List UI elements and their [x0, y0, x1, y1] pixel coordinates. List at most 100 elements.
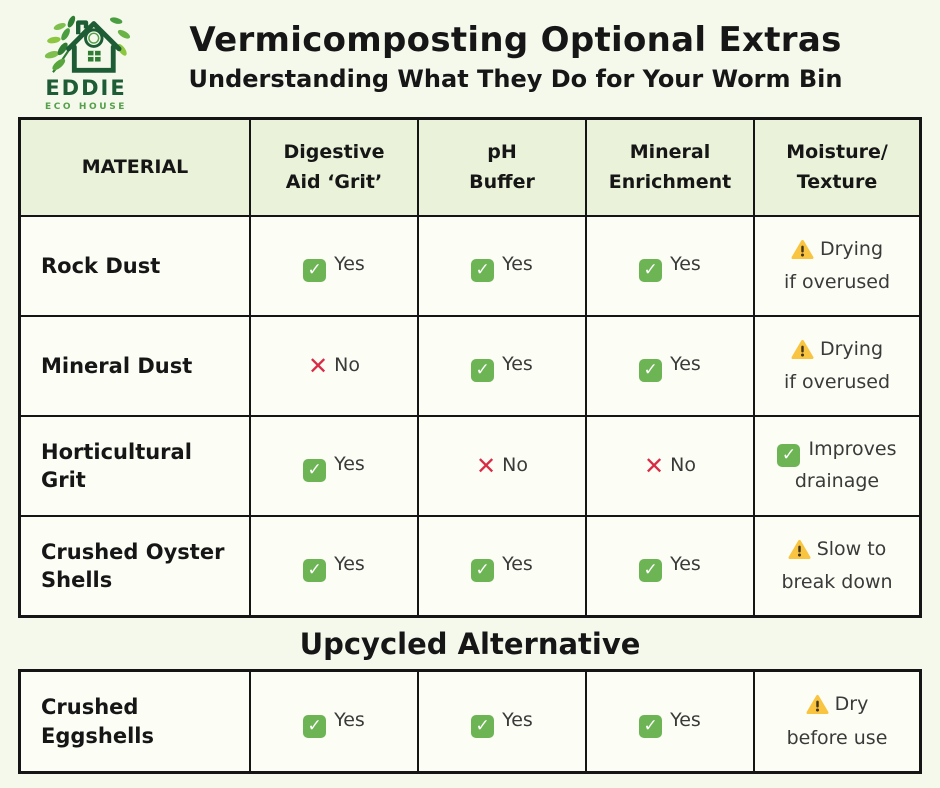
- check-icon: ✓: [777, 444, 801, 468]
- cell-text: Yes: [334, 453, 365, 475]
- cell-text: Slow to break down: [781, 537, 893, 593]
- value-cell: ✓ Yes: [249, 517, 417, 615]
- check-icon: ✓: [471, 359, 495, 382]
- cell-text: Improves drainage: [794, 438, 897, 493]
- cell-text: Yes: [502, 253, 533, 275]
- material-name: Crushed Oyster Shells: [41, 539, 225, 592]
- page-header: EDDIE ECO HOUSE Vermicomposting Optional…: [0, 0, 940, 112]
- value-cell: ✓ Yes: [417, 217, 585, 315]
- brand-logo: EDDIE ECO HOUSE: [26, 8, 146, 112]
- table-row: Horticultural Grit ✓ Yes ✕ No ✕ No ✓ Improves dr…: [21, 415, 919, 515]
- cell-note: ✓ Improves drainage: [755, 435, 919, 496]
- cell-text: Yes: [502, 553, 533, 575]
- value-cell: Dry before use: [753, 672, 919, 771]
- cell-text: Yes: [502, 353, 533, 375]
- column-header: Mineral Enrichment: [585, 120, 753, 215]
- cell-text: Drying if overused: [783, 337, 891, 393]
- column-header: MATERIAL: [81, 155, 189, 178]
- material-name: Crushed Eggshells: [41, 695, 154, 748]
- column-header: Digestive Aid ‘Grit’: [249, 120, 417, 215]
- check-icon: ✓: [303, 459, 327, 482]
- value-cell: ✓ Yes: [585, 317, 753, 415]
- cell-note: Slow to break down: [755, 535, 919, 598]
- value-cell: ✕ No: [417, 417, 585, 515]
- check-icon: ✓: [471, 259, 495, 282]
- cell-text: Yes: [334, 253, 365, 275]
- material-name: Horticultural Grit: [41, 439, 192, 492]
- value-cell: ✓ Yes: [249, 417, 417, 515]
- value-cell: ✓ Yes: [417, 317, 585, 415]
- cell-note: ✓ Yes: [587, 550, 753, 582]
- cell-note: ✓ Yes: [419, 706, 585, 738]
- cell-text: No: [670, 454, 696, 477]
- cell-text: Yes: [670, 708, 701, 731]
- check-icon: ✓: [639, 359, 663, 382]
- cross-icon: ✕: [644, 452, 665, 481]
- check-icon: ✓: [639, 714, 663, 738]
- value-cell: ✕ No: [249, 317, 417, 415]
- table-row: Crushed Oyster Shells ✓ Yes ✓ Yes ✓ Yes Slow to…: [21, 515, 919, 615]
- table-row: Rock Dust ✓ Yes ✓ Yes ✓ Yes Drying if overused: [21, 215, 919, 315]
- value-cell: ✓ Yes: [585, 517, 753, 615]
- page-subtitle: Understanding What They Do for Your Worm…: [188, 65, 843, 93]
- cell-note: ✓ Yes: [587, 706, 753, 738]
- value-cell: Drying if overused: [753, 217, 919, 315]
- value-cell: ✕ No: [585, 417, 753, 515]
- cell-note: ✓ Yes: [419, 250, 585, 282]
- value-cell: ✓ Yes: [249, 217, 417, 315]
- section-heading: Upcycled Alternative: [299, 627, 641, 661]
- warning-icon: [788, 539, 811, 568]
- warning-icon: [806, 694, 829, 723]
- warning-icon: [791, 339, 814, 368]
- value-cell: ✓ Yes: [417, 517, 585, 615]
- cell-note: Dry before use: [755, 690, 919, 753]
- material-name: Rock Dust: [41, 253, 161, 278]
- cell-note: ✓ Yes: [251, 450, 417, 482]
- upcycled-alternative-table: Crushed Eggshells ✓ Yes ✓ Yes ✓ Yes Dry before …: [18, 669, 922, 774]
- check-icon: ✓: [471, 714, 495, 738]
- page-title: Vermicomposting Optional Extras: [189, 20, 842, 60]
- check-icon: ✓: [303, 559, 327, 582]
- value-cell: ✓ Yes: [249, 672, 417, 771]
- value-cell: ✓ Yes: [417, 672, 585, 771]
- column-header: Moisture/ Texture: [753, 120, 919, 215]
- value-cell: ✓ Yes: [585, 672, 753, 771]
- title-block: Vermicomposting Optional Extras Understa…: [146, 8, 940, 93]
- check-icon: ✓: [471, 559, 495, 582]
- cell-text: Yes: [670, 553, 701, 575]
- table-header-row: MATERIAL Digestive Aid ‘Grit’ pH Buffer Min…: [21, 120, 919, 215]
- cell-note: Drying if overused: [755, 235, 919, 298]
- value-cell: ✓ Improves drainage: [753, 417, 919, 515]
- column-header: pH Buffer: [417, 120, 585, 215]
- value-cell: Drying if overused: [753, 317, 919, 415]
- cell-note: ✓ Yes: [251, 706, 417, 738]
- extras-comparison-table: MATERIAL Digestive Aid ‘Grit’ pH Buffer Min…: [18, 117, 922, 618]
- cell-note: ✕ No: [251, 351, 417, 380]
- cross-icon: ✕: [476, 452, 497, 481]
- cell-text: Dry before use: [786, 693, 888, 749]
- cell-note: ✓ Yes: [419, 550, 585, 582]
- cell-text: Yes: [502, 708, 533, 731]
- cell-note: ✕ No: [419, 451, 585, 480]
- check-icon: ✓: [303, 259, 327, 282]
- cross-icon: ✕: [308, 352, 329, 381]
- check-icon: ✓: [639, 259, 663, 282]
- table-row: Mineral Dust ✕ No ✓ Yes ✓ Yes Drying if overuse…: [21, 315, 919, 415]
- check-icon: ✓: [303, 714, 327, 738]
- eco-house-icon: [44, 15, 131, 73]
- cell-note: ✓ Yes: [251, 550, 417, 582]
- check-icon: ✓: [639, 559, 663, 582]
- cell-note: ✓ Yes: [251, 250, 417, 282]
- cell-text: Yes: [334, 708, 365, 731]
- value-cell: ✓ Yes: [585, 217, 753, 315]
- material-name: Mineral Dust: [41, 353, 193, 378]
- cell-note: ✓ Yes: [587, 250, 753, 282]
- cell-text: Yes: [670, 253, 701, 275]
- cell-text: No: [334, 354, 360, 377]
- cell-note: ✕ No: [587, 451, 753, 480]
- cell-note: Drying if overused: [755, 335, 919, 398]
- table-row: Crushed Eggshells ✓ Yes ✓ Yes ✓ Yes Dry before …: [21, 672, 919, 771]
- brand-tagline: ECO HOUSE: [44, 102, 128, 112]
- cell-text: Drying if overused: [783, 237, 891, 293]
- cell-text: Yes: [334, 553, 365, 575]
